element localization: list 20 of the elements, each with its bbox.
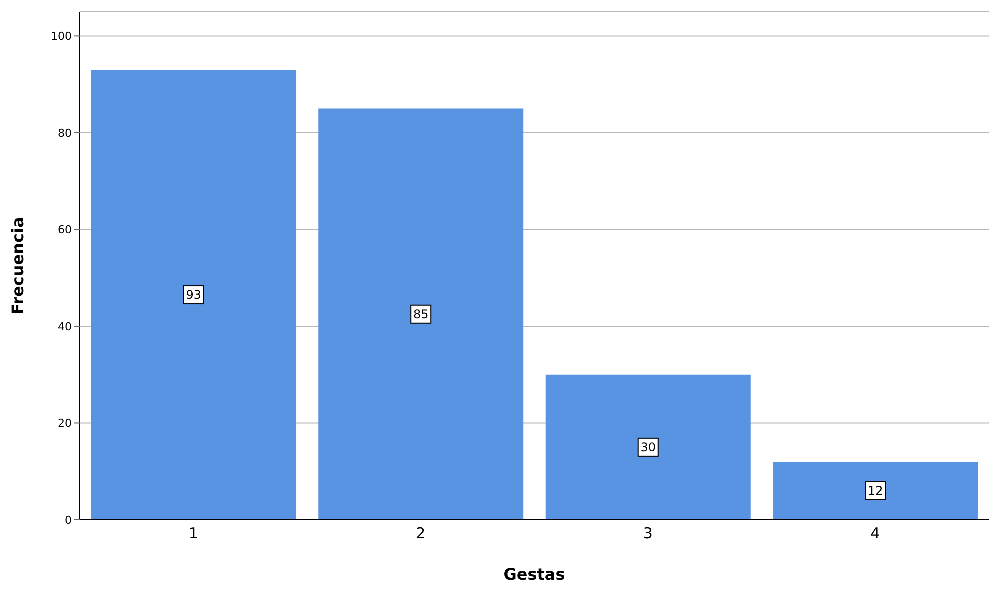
- data-label: 30: [640, 440, 656, 454]
- bar: [773, 462, 978, 520]
- y-tick-label: 100: [51, 30, 72, 44]
- x-tick-label: 3: [643, 524, 653, 543]
- x-axis-title: Gestas: [504, 565, 566, 584]
- y-tick-label: 60: [58, 224, 72, 237]
- bar: [546, 374, 751, 520]
- data-label: 12: [868, 484, 884, 498]
- x-tick-label: 1: [188, 524, 198, 543]
- y-tick-label: 80: [58, 126, 72, 140]
- data-label: 85: [413, 307, 429, 322]
- bar: [318, 108, 524, 520]
- x-tick-label: 2: [416, 524, 426, 543]
- x-tick-label: 4: [870, 524, 880, 543]
- y-tick-label: 40: [58, 320, 72, 334]
- y-tick-label: 0: [65, 514, 72, 527]
- bar: [91, 70, 296, 520]
- y-tick-label: 20: [58, 417, 72, 430]
- y-axis-title: Frecuencia: [8, 217, 28, 315]
- data-label: 93: [186, 288, 202, 302]
